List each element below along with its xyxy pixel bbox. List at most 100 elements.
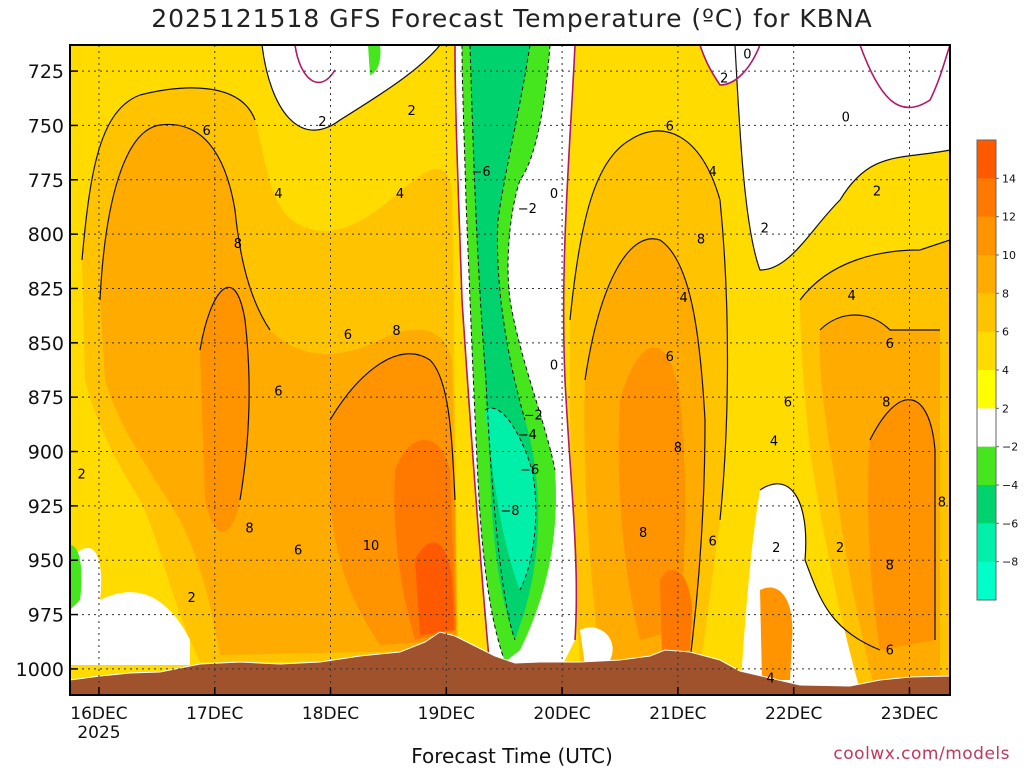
colorbar-label: 12: [1002, 211, 1016, 224]
contour-label: 4: [770, 435, 778, 450]
y-tick-label: 775: [28, 170, 64, 192]
cool-patch-left: [70, 547, 190, 665]
x-tick-label: 20DEC: [533, 704, 590, 724]
contour-label: 8: [697, 232, 705, 247]
contour-label: −6: [520, 463, 539, 478]
y-tick-label: 900: [28, 442, 64, 464]
y-tick-label: 725: [28, 61, 64, 83]
source-credit: coolwx.com/models: [833, 744, 1010, 764]
colorbar-swatch: [977, 216, 996, 256]
x-tick-sublabel: 2025: [77, 723, 120, 743]
contour-label: 4: [274, 187, 282, 202]
x-tick-label: 19DEC: [418, 704, 475, 724]
y-tick-label: 825: [28, 278, 64, 300]
contour-label: 6: [886, 643, 894, 658]
colorbar-label: 14: [1002, 172, 1016, 185]
colorbar-label: 2: [1002, 402, 1009, 415]
cold-patch-left-edge: [70, 545, 82, 610]
contour-label: 6: [294, 543, 302, 558]
contour-label: −6: [471, 165, 490, 180]
contour-label: 0: [550, 187, 558, 202]
cold-band-core: [485, 408, 536, 590]
x-tick-label: 17DEC: [186, 704, 243, 724]
colorbar-label: 6: [1002, 326, 1009, 339]
y-tick-label: 875: [28, 387, 64, 409]
contour-label: 6: [666, 350, 674, 365]
colorbar-swatch: [977, 561, 996, 601]
contour-label: 6: [202, 124, 210, 139]
contour-label: 2: [720, 72, 728, 87]
y-tick-label: 1000: [16, 659, 64, 681]
contour-label: 4: [847, 289, 855, 304]
y-tick-label: 950: [28, 550, 64, 572]
contour-label: 0: [550, 359, 558, 374]
y-tick-label: 800: [28, 224, 64, 246]
contour-label: 8: [392, 324, 400, 339]
contour-label: 6: [274, 385, 282, 400]
colorbar-label: −4: [1002, 479, 1018, 492]
colorbar-swatch: [977, 140, 996, 179]
contour-label: −4: [518, 428, 537, 443]
cool-region-right-upper: [700, 45, 760, 85]
colorbar-label: −8: [1002, 556, 1018, 569]
contour-label: −8: [500, 504, 519, 519]
x-tick-label: 23DEC: [881, 704, 938, 724]
contour-label: 6: [886, 337, 894, 352]
temperature-fields: [70, 45, 950, 695]
contour-label: 8: [639, 526, 647, 541]
colorbar-swatch: [977, 408, 996, 448]
contour-label: 6: [344, 328, 352, 343]
contour-label: 4: [396, 187, 404, 202]
contour-label: 8: [882, 396, 890, 411]
contour-label: 8: [245, 522, 253, 537]
x-tick-label: 22DEC: [765, 704, 822, 724]
colorbar-swatch: [977, 485, 996, 524]
x-axis-title: Forecast Time (UTC): [411, 744, 613, 768]
contour-label: 8: [938, 496, 946, 511]
cool-patch-upper: [262, 45, 440, 131]
contour-label: −2: [524, 409, 543, 424]
contour-label: 10: [363, 539, 380, 554]
x-tick-label: 21DEC: [649, 704, 706, 724]
colorbar-swatch: [977, 178, 996, 218]
colorbar-label: 8: [1002, 287, 1009, 300]
negative-contours: [461, 45, 556, 663]
colorbar-label: 10: [1002, 249, 1016, 262]
warm-region-14: [415, 542, 454, 635]
y-tick-label: 850: [28, 333, 64, 355]
warm-region-21-12: [660, 570, 692, 655]
contour-label: 2: [318, 115, 326, 130]
colorbar-swatch: [977, 370, 996, 409]
contour-label: 8: [674, 441, 682, 456]
cold-patch-top: [368, 45, 381, 75]
contour-label: 2: [772, 541, 780, 556]
cool-patch-bottom: [580, 627, 613, 665]
contour-label: 2: [836, 541, 844, 556]
contour-label: 8: [886, 559, 894, 574]
contour-label: −2: [518, 202, 537, 217]
contour-label: 4: [708, 165, 716, 180]
contour-label: 6: [708, 535, 716, 550]
contour-label: 2: [187, 591, 195, 606]
colorbar-swatch: [977, 523, 996, 563]
warm-region-right-10: [868, 399, 935, 650]
colorbar-label: −6: [1002, 517, 1018, 530]
contour-label: 2: [873, 185, 881, 200]
contour-label: 6: [784, 396, 792, 411]
warm-region-10: [200, 287, 250, 532]
warm-region-right-10b: [760, 587, 793, 680]
colorbar-swatch: [977, 293, 996, 333]
x-tick-label: 18DEC: [302, 704, 359, 724]
contour-lines: [81, 45, 950, 661]
y-axis: 725 750 775 800 825 850 875 900 925 950 975 1000: [16, 61, 78, 681]
contour-label: 4: [766, 672, 774, 687]
contour-label: 8: [234, 237, 242, 252]
y-tick-label: 750: [28, 115, 64, 137]
y-tick-label: 925: [28, 496, 64, 518]
terrain: [70, 631, 950, 695]
contour-label: 2: [77, 467, 85, 482]
zero-contours: [294, 45, 950, 671]
colorbar-label: 4: [1002, 364, 1009, 377]
x-tick-label: 16DEC: [70, 704, 127, 724]
